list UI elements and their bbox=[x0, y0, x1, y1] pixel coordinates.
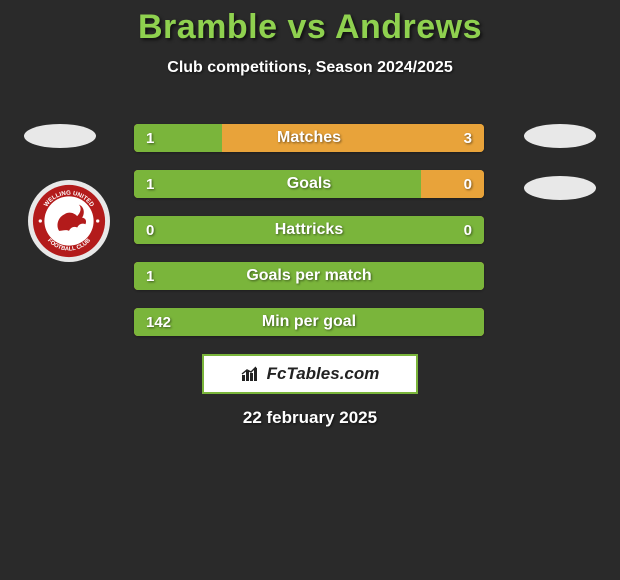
stat-value-right: 0 bbox=[464, 216, 472, 244]
stat-row-min-per-goal: 142 Min per goal bbox=[134, 308, 484, 336]
stat-label: Matches bbox=[134, 124, 484, 152]
stat-row-hattricks: 0 Hattricks 0 bbox=[134, 216, 484, 244]
page-subtitle: Club competitions, Season 2024/2025 bbox=[0, 59, 620, 77]
stat-row-goals-per-match: 1 Goals per match bbox=[134, 262, 484, 290]
stat-label: Min per goal bbox=[134, 308, 484, 336]
page-title: Bramble vs Andrews bbox=[0, 8, 620, 47]
brand-text: FcTables.com bbox=[267, 364, 380, 384]
stat-label: Goals bbox=[134, 170, 484, 198]
comparison-card: Bramble vs Andrews Club competitions, Se… bbox=[0, 0, 620, 580]
stats-panel: 1 Matches 3 1 Goals 0 0 Hattricks 0 1 Go… bbox=[134, 124, 484, 354]
stat-label: Goals per match bbox=[134, 262, 484, 290]
stat-row-goals: 1 Goals 0 bbox=[134, 170, 484, 198]
team-a-logo-placeholder bbox=[24, 124, 96, 148]
team-b-logo-placeholder-2 bbox=[524, 176, 596, 200]
chart-bars-icon bbox=[241, 365, 263, 383]
stat-value-right: 0 bbox=[464, 170, 472, 198]
brand-attribution[interactable]: FcTables.com bbox=[202, 354, 418, 394]
date-label: 22 february 2025 bbox=[0, 408, 620, 428]
stat-label: Hattricks bbox=[134, 216, 484, 244]
team-b-logo-placeholder-1 bbox=[524, 124, 596, 148]
club-badge: WELLING UNITED FOOTBALL CLUB bbox=[28, 180, 110, 262]
stat-value-right: 3 bbox=[464, 124, 472, 152]
club-crest-icon: WELLING UNITED FOOTBALL CLUB bbox=[28, 180, 110, 262]
stat-row-matches: 1 Matches 3 bbox=[134, 124, 484, 152]
